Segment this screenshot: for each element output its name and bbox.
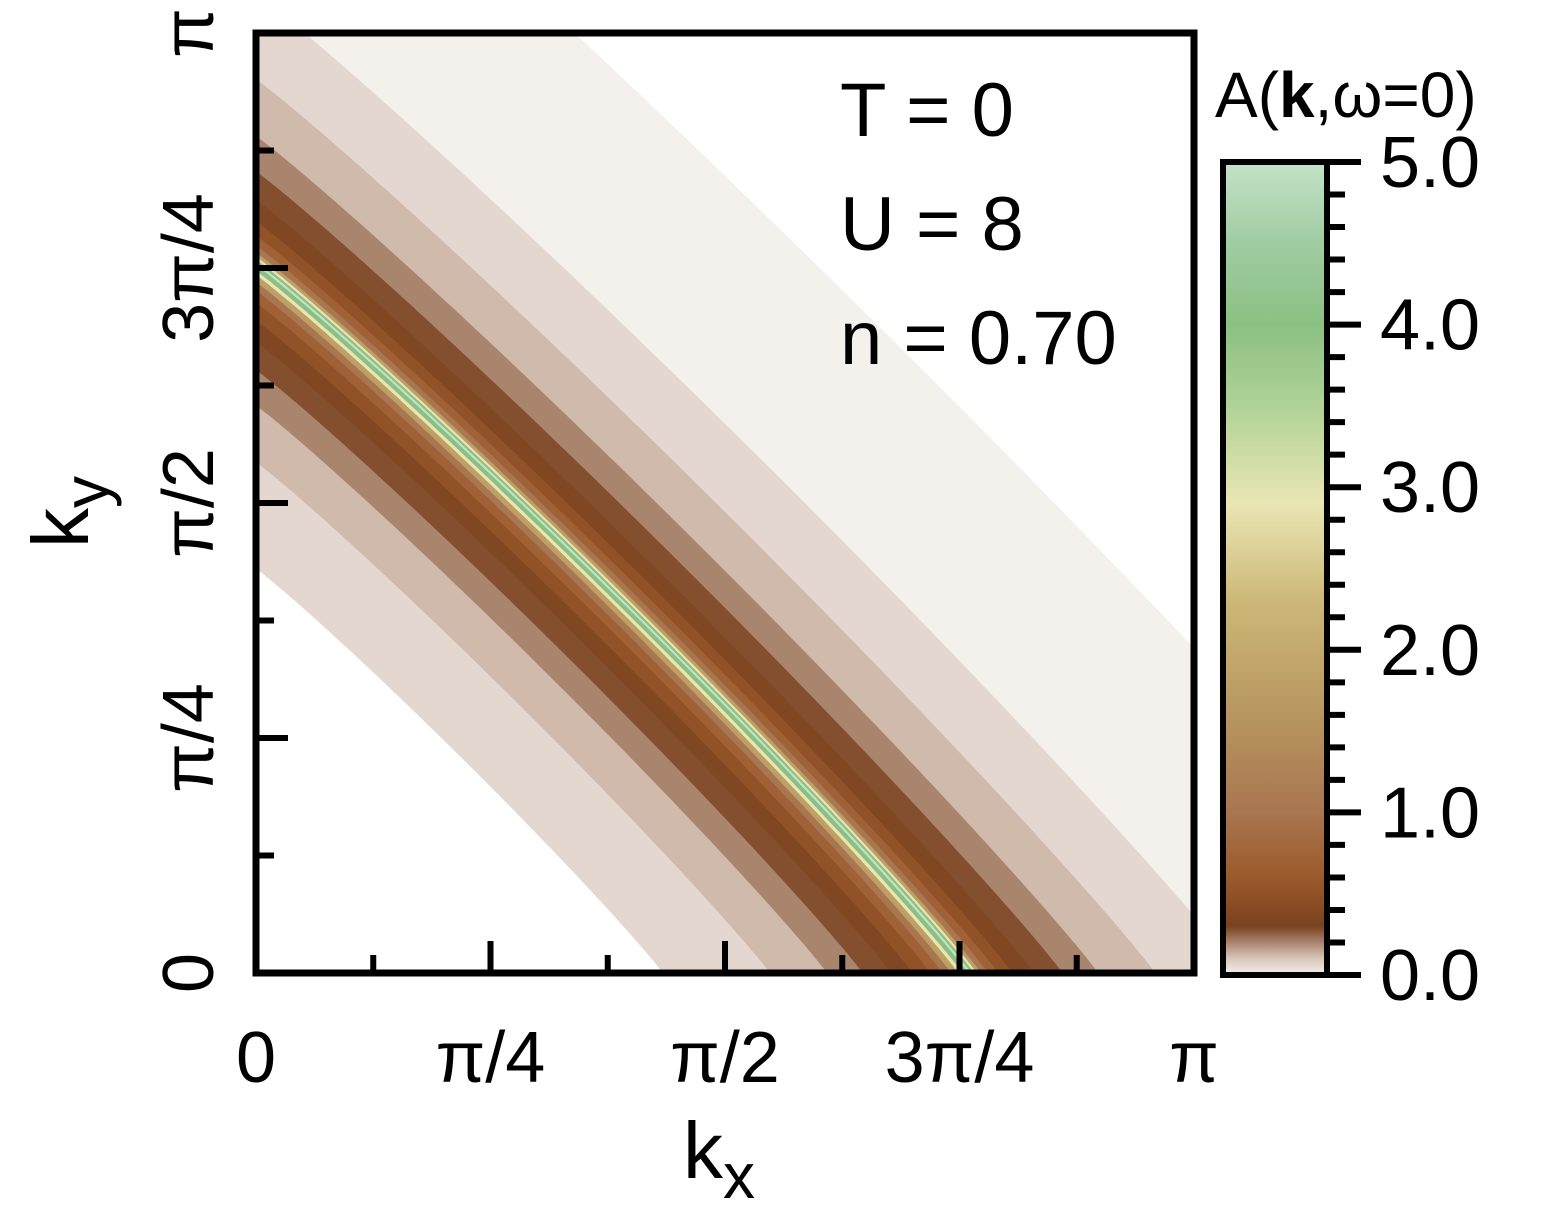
- y-axis-label-main: k: [16, 507, 105, 548]
- colorbar-label: A(k,ω=0): [1215, 59, 1477, 131]
- colorbar-tick-label: 4.0: [1380, 286, 1480, 366]
- colorbar-tick-label: 3.0: [1380, 448, 1480, 528]
- annotation-temperature: T = 0: [840, 68, 1014, 153]
- y-axis-tick-labels: 0 π/4 π/2 3π/4 π: [149, 8, 229, 993]
- x-axis-tick-labels: 0 π/4 π/2 3π/4 π: [236, 1018, 1219, 1098]
- colorbar-tick-label: 2.0: [1380, 611, 1480, 691]
- x-axis-label: kx: [683, 1106, 755, 1212]
- contour-band: [256, 568, 663, 973]
- x-axis-label-sub: x: [723, 1140, 755, 1212]
- x-tick-label: π: [1169, 1018, 1219, 1098]
- colorbar: A(k,ω=0) 0.0 1.0 2.0 3.0 4.0 5.0: [1215, 59, 1480, 1016]
- y-tick-label: 3π/4: [149, 193, 229, 343]
- x-axis-label-main: k: [683, 1106, 724, 1195]
- annotation-filling: n = 0.70: [840, 296, 1117, 381]
- colorbar-label-prefix: A(: [1215, 59, 1279, 131]
- y-tick-label: π/4: [149, 683, 229, 793]
- x-tick-label: π/2: [670, 1018, 780, 1098]
- colorbar-label-bold: k: [1279, 59, 1315, 131]
- colorbar-tick-label: 1.0: [1380, 773, 1480, 853]
- x-tick-label: 3π/4: [885, 1018, 1035, 1098]
- colorbar-bar: [1220, 159, 1330, 978]
- annotation-interaction: U = 8: [840, 182, 1024, 267]
- colorbar-tick-label: 5.0: [1380, 123, 1480, 203]
- colorbar-tick-label: 0.0: [1380, 936, 1480, 1016]
- colorbar-tick-labels: 0.0 1.0 2.0 3.0 4.0 5.0: [1380, 123, 1480, 1016]
- y-tick-label: π/2: [149, 448, 229, 558]
- y-axis-ticks: [256, 147, 288, 859]
- x-axis-ticks: [370, 941, 1080, 973]
- heatmap-bands: [256, 33, 1194, 973]
- x-tick-label: π/4: [436, 1018, 546, 1098]
- plot-area: [252, 29, 1198, 977]
- y-tick-label: 0: [149, 953, 229, 993]
- x-tick-label: 0: [236, 1018, 276, 1098]
- colorbar-label-suffix: ,ω=0): [1315, 59, 1477, 131]
- colorbar-ticks: [1327, 159, 1361, 978]
- y-axis-label-sub: y: [50, 476, 122, 508]
- y-tick-label: π: [149, 8, 229, 58]
- y-axis-label: ky: [16, 476, 122, 548]
